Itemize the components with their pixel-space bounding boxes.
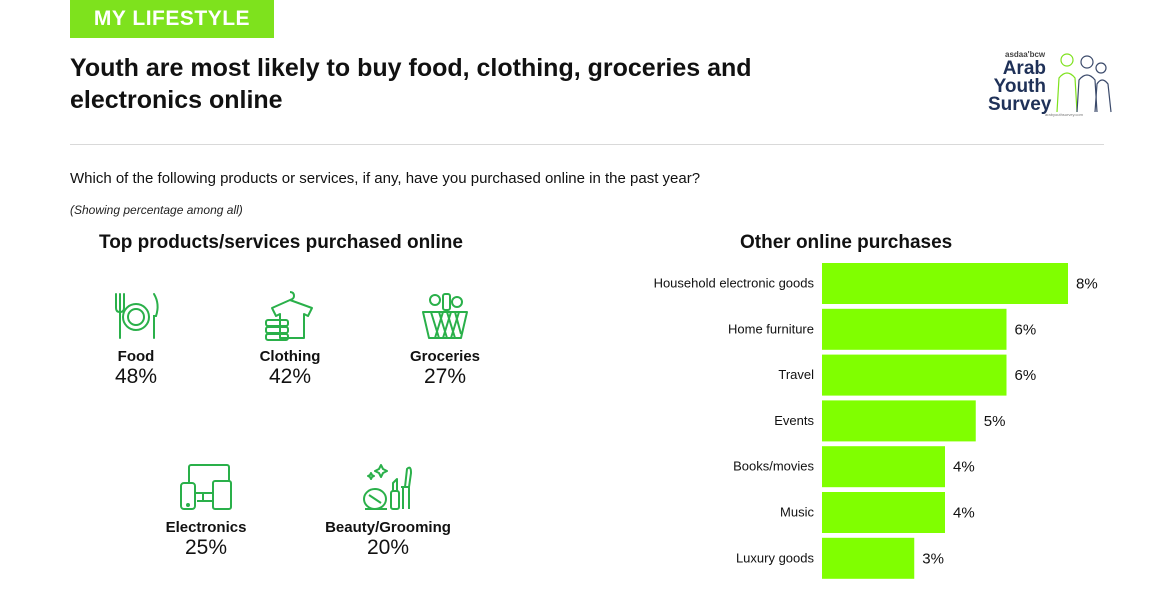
top-product-beauty: Beauty/Grooming 20% [313,461,463,560]
arab-youth-survey-logo: asdaa'bcw Arab Youth Survey arabyouthsur… [985,48,1115,124]
category-label: Travel [778,367,814,382]
category-label: Music [780,505,814,520]
bar [822,263,1068,304]
top-product-electronics: Electronics 25% [131,461,281,560]
top-product-name: Beauty/Grooming [325,519,451,536]
bar [822,446,945,488]
bar [822,492,945,533]
top-product-value: 42% [268,365,312,388]
value-label: 4% [953,505,975,522]
top-product-name: Clothing [259,348,321,365]
bar [822,308,1007,350]
bar [822,400,976,442]
survey-note: (Showing percentage among all) [70,203,243,217]
people-illustration-icon [1056,53,1112,113]
top-product-food: Food 48% [61,290,211,389]
top-product-clothing: Clothing 42% [215,290,365,389]
electronics-icon [180,464,232,510]
page-title: Youth are most likely to buy food, cloth… [70,54,752,114]
top-product-name: Groceries [409,348,481,365]
top-product-value: 27% [423,365,467,388]
survey-question: Which of the following products or servi… [70,170,701,187]
beauty-icon [363,464,412,510]
top-product-value: 20% [366,536,410,559]
chart-title: Other online purchases [740,232,953,253]
category-label: Household electronic goods [654,276,815,291]
value-label: 5% [984,413,1006,430]
groceries-icon [422,293,468,339]
value-label: 8% [1076,276,1098,293]
food-icon [115,293,159,339]
top-product-value: 48% [114,365,158,388]
logo-url: arabyouthsurvey.com [1045,112,1083,117]
clothing-icon [265,291,313,341]
top-products-title: Top products/services purchased online [99,232,463,253]
bar [822,354,1007,396]
top-product-name: Food [117,348,155,365]
top-product-groceries: Groceries 27% [370,290,520,389]
value-label: 3% [922,550,944,567]
value-label: 4% [953,459,975,476]
logo-word-3: Survey [988,94,1052,115]
category-label: Luxury goods [736,550,815,565]
category-label: Books/movies [733,459,814,474]
top-product-name: Electronics [165,519,247,536]
logo-word-2: Youth [993,76,1046,97]
bar [822,537,915,579]
value-label: 6% [1015,321,1037,338]
category-label: Events [774,413,814,428]
divider [70,144,1104,145]
value-label: 6% [1015,367,1037,384]
top-product-value: 25% [184,536,228,559]
logo-brand: asdaa'bcw [1005,50,1046,59]
category-label: Home furniture [728,321,814,336]
section-tag: MY LIFESTYLE [70,0,274,38]
logo-word-1: Arab [1002,58,1046,79]
